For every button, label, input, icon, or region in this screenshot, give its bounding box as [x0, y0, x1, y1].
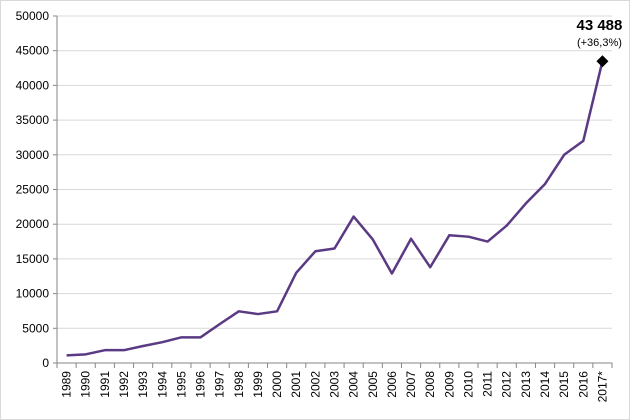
y-tick-label: 50000 — [16, 9, 50, 23]
x-tick-label: 1999 — [251, 371, 265, 398]
data-point — [200, 336, 202, 338]
y-tick-label: 10000 — [16, 287, 50, 301]
data-point — [85, 353, 87, 355]
y-tick-label: 5000 — [22, 321, 49, 335]
data-point — [257, 313, 259, 315]
x-tick-label: 2004 — [347, 371, 361, 398]
y-tick-label: 15000 — [16, 252, 50, 266]
x-tick-label: 2007 — [404, 371, 418, 398]
data-point — [410, 238, 412, 240]
data-point — [372, 238, 374, 240]
x-tick-label: 2002 — [308, 371, 322, 398]
x-axis-ticks: 1989 1990 1991 1992 1993 1994 1995 1996 1997 1998… — [56, 363, 613, 403]
data-point — [467, 236, 469, 238]
y-tick-label: 40000 — [16, 78, 50, 92]
y-tick-label: 30000 — [16, 148, 50, 162]
x-tick-label: 2015 — [557, 371, 571, 398]
data-point — [66, 354, 68, 356]
data-point — [142, 345, 144, 347]
x-tick-label: 1990 — [79, 371, 93, 398]
x-tick-label: 1991 — [98, 371, 112, 398]
data-point — [314, 250, 316, 252]
data-point — [180, 336, 182, 338]
x-tick-label: 1997 — [213, 371, 227, 398]
data-point — [563, 154, 565, 156]
data-point — [353, 216, 355, 218]
x-tick-label: 2006 — [385, 371, 399, 398]
x-tick-label: 2000 — [270, 371, 284, 398]
y-tick-label: 25000 — [16, 183, 50, 197]
data-point — [295, 272, 297, 274]
annotation: 43 488 (+36,3%) — [576, 17, 622, 49]
data-point — [123, 349, 125, 351]
x-tick-label: 2003 — [328, 371, 342, 398]
series-line — [66, 60, 604, 357]
x-tick-label: 1994 — [155, 371, 169, 398]
data-point — [334, 247, 336, 249]
series-group — [66, 55, 609, 357]
annotation-change-label: (+36,3%) — [577, 37, 622, 49]
x-tick-label: 1996 — [194, 371, 208, 398]
y-axis-ticks: 0 5000 10000 15000 20000 25000 30000 35000 40000… — [16, 9, 57, 370]
data-point — [219, 323, 221, 325]
data-point — [506, 225, 508, 227]
x-tick-label: 1995 — [174, 371, 188, 398]
y-tick-label: 35000 — [16, 113, 50, 127]
annotation-value-label: 43 488 — [576, 17, 622, 34]
x-tick-label: 1993 — [136, 371, 150, 398]
data-point — [276, 310, 278, 312]
x-tick-label: 2009 — [442, 371, 456, 398]
x-tick-label: 2005 — [366, 371, 380, 398]
data-point — [429, 266, 431, 268]
x-tick-label: 2010 — [461, 371, 475, 398]
y-tick-label: 45000 — [16, 44, 50, 58]
y-tick-label: 0 — [42, 356, 49, 370]
x-tick-label: 2016 — [576, 371, 590, 398]
data-point — [161, 341, 163, 343]
x-tick-label: 2013 — [519, 371, 533, 398]
x-tick-label: 2008 — [423, 371, 437, 398]
data-point — [391, 272, 393, 274]
gridlines — [57, 15, 612, 329]
x-tick-label: 2012 — [500, 371, 514, 398]
data-point — [525, 202, 527, 204]
data-point — [448, 234, 450, 236]
data-point — [238, 310, 240, 312]
x-tick-label: 2017* — [595, 371, 609, 403]
x-tick-label: 1992 — [117, 371, 131, 398]
x-tick-label: 1989 — [60, 371, 74, 398]
data-point — [582, 140, 584, 142]
y-tick-label: 20000 — [16, 217, 50, 231]
data-point — [104, 349, 106, 351]
data-point — [487, 241, 489, 243]
x-tick-label: 2014 — [538, 371, 552, 398]
x-tick-label: 2011 — [481, 371, 495, 397]
data-point — [544, 183, 546, 185]
x-tick-label: 1998 — [232, 371, 246, 398]
last-point-marker — [596, 55, 609, 68]
x-tick-label: 2001 — [289, 371, 303, 398]
